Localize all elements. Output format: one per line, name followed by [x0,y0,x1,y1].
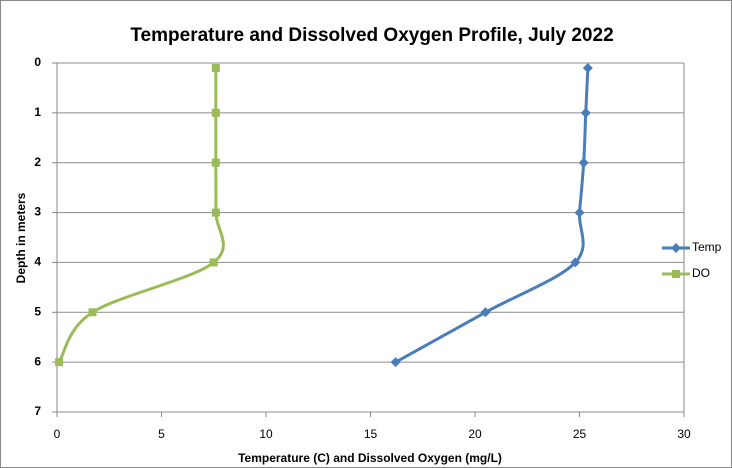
legend-label: Temp [692,240,722,254]
legend-marker [671,243,681,253]
data-point [211,158,220,167]
data-point [480,307,491,318]
data-point [570,257,581,268]
data-point [209,258,218,267]
data-point [88,308,97,317]
data-point [211,208,220,217]
data-point [580,107,591,118]
chart-title: Temperature and Dissolved Oxygen Profile… [130,25,613,46]
data-point [574,207,585,218]
y-tick-label: 0 [34,55,41,69]
x-tick-label: 30 [677,427,691,441]
y-tick-label: 7 [34,404,41,418]
y-tick-label: 4 [34,255,41,269]
data-point [390,357,401,368]
x-tick-label: 0 [54,427,61,441]
x-tick-label: 5 [158,427,165,441]
y-tick-label: 1 [34,105,41,119]
y-axis-label: Depth in meters [14,192,28,283]
y-tick-label: 5 [34,304,41,318]
data-point [578,157,589,168]
x-axis-label: Temperature (C) and Dissolved Oxygen (mg… [238,451,502,465]
legend-marker [672,270,680,278]
x-tick-label: 25 [573,427,587,441]
y-tick-label: 3 [34,205,41,219]
x-tick-label: 15 [364,427,378,441]
x-tick-label: 10 [259,427,273,441]
x-tick-label: 20 [468,427,482,441]
data-point [55,358,64,367]
data-point [211,108,220,117]
y-tick-label: 2 [34,155,41,169]
legend-label: DO [692,266,710,280]
data-point [582,62,593,73]
data-point [211,63,220,72]
y-tick-label: 6 [34,354,41,368]
